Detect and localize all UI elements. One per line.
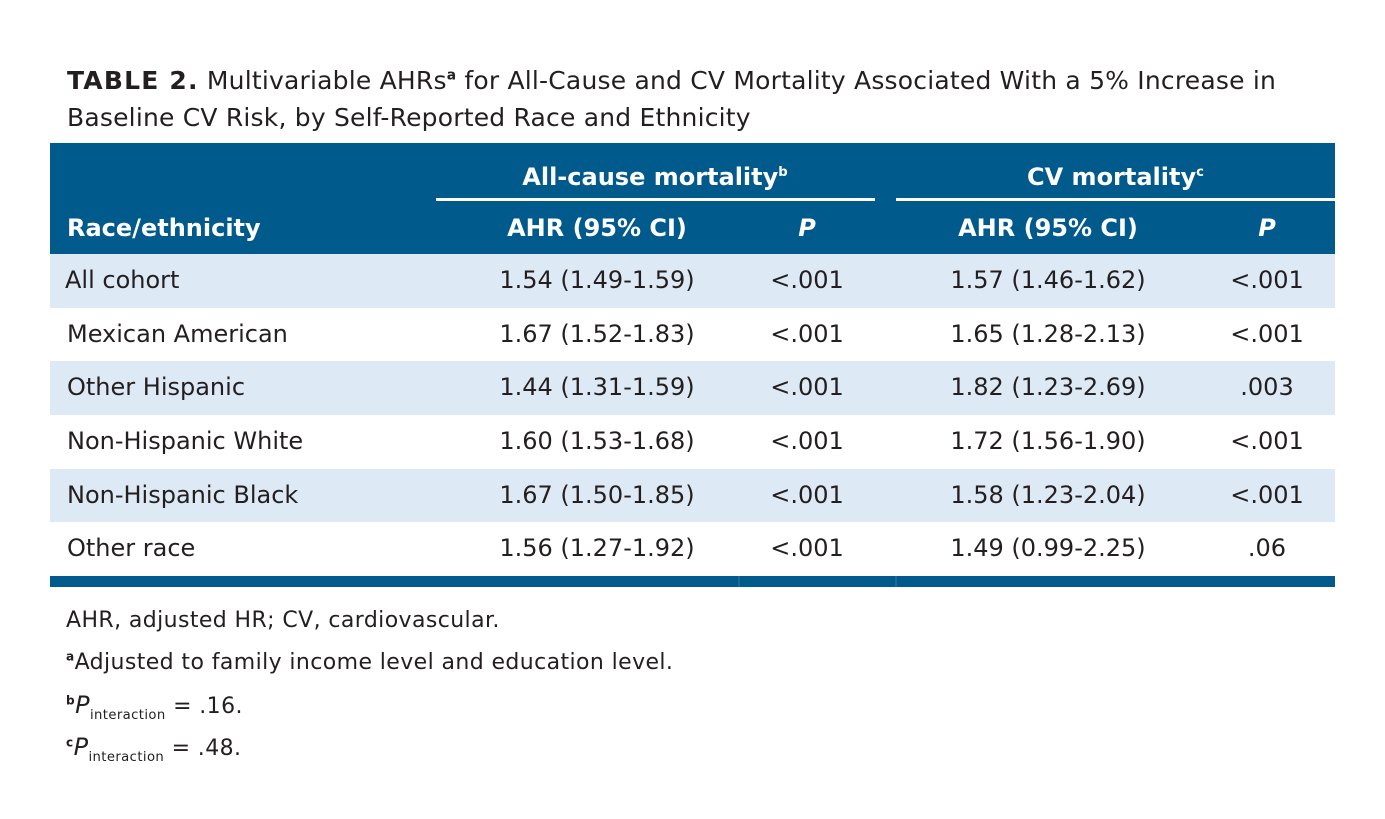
group-rule-all-cause — [436, 198, 875, 201]
table-label: TABLE 2. — [67, 66, 199, 95]
cell-race: Other Hispanic — [67, 373, 246, 402]
cell-ahr-all-cause: 1.60 (1.53-1.68) — [499, 427, 695, 456]
cell-race: Mexican American — [67, 319, 288, 348]
cell-p-cv: <.001 — [1230, 480, 1304, 509]
cell-ahr-cv: 1.72 (1.56-1.90) — [950, 427, 1146, 456]
col-header-ahr-all-cause: AHR (95% CI) — [507, 214, 687, 242]
data-table: All-cause mortalityb CV mortalityc Race/… — [50, 143, 1335, 588]
caption-text-1: Multivariable AHRs — [206, 66, 447, 95]
cell-ahr-all-cause: 1.44 (1.31-1.59) — [499, 373, 695, 402]
table-body: All cohort 1.54 (1.49-1.59) <.001 1.57 (1.4… — [50, 254, 1335, 576]
col-header-p-all-cause: P — [798, 214, 816, 242]
cell-p-all-cause: <.001 — [770, 373, 844, 402]
cell-race: Non-Hispanic White — [67, 427, 304, 456]
cell-p-cv: <.001 — [1230, 319, 1304, 348]
group-header-all-cause: All-cause mortalityb — [522, 163, 788, 191]
cell-p-all-cause: <.001 — [770, 480, 844, 509]
bar-divider — [738, 576, 740, 588]
footnote-abbreviations: AHR, adjusted HR; CV, cardiovascular. — [66, 608, 500, 633]
group-header-cv: CV mortalityc — [1027, 163, 1204, 191]
cell-p-cv: .06 — [1247, 534, 1287, 563]
cell-p-cv: <.001 — [1230, 427, 1304, 456]
bar-divider — [895, 576, 897, 588]
cell-ahr-cv: 1.57 (1.46-1.62) — [950, 266, 1146, 294]
cell-race: Non-Hispanic Black — [67, 480, 299, 509]
table-row: Non-Hispanic Black 1.67 (1.50-1.85) <.001 1… — [50, 468, 1335, 523]
cell-ahr-cv: 1.65 (1.28-2.13) — [950, 319, 1146, 348]
cell-ahr-all-cause: 1.54 (1.49-1.59) — [499, 266, 695, 294]
footnotes: AHR, adjusted HR; CV, cardiovascular. aA… — [66, 600, 673, 768]
cell-ahr-cv: 1.58 (1.23-2.04) — [950, 480, 1146, 509]
cell-ahr-all-cause: 1.67 (1.52-1.83) — [499, 319, 695, 348]
col-header-p-cv: P — [1258, 214, 1276, 242]
table-bottom-bar — [50, 576, 1335, 588]
col-header-race: Race/ethnicity — [67, 214, 261, 242]
cell-ahr-cv: 1.82 (1.23-2.69) — [950, 373, 1146, 402]
cell-p-cv: <.001 — [1230, 266, 1304, 294]
caption-text-2: for All-Cause and CV Mortality Associate… — [67, 66, 1277, 132]
cell-p-all-cause: <.001 — [770, 319, 844, 348]
cell-p-all-cause: <.001 — [770, 266, 844, 294]
group-rule-cv — [896, 198, 1335, 201]
table-row: All cohort 1.54 (1.49-1.59) <.001 1.57 (1.4… — [50, 254, 1335, 308]
table-row: Mexican American 1.67 (1.52-1.83) <.001 1.6… — [50, 308, 1335, 362]
cell-race: Other race — [67, 534, 196, 563]
cell-p-all-cause: <.001 — [770, 534, 844, 563]
table-row: Other race 1.56 (1.27-1.92) <.001 1.49 (0.9… — [50, 522, 1335, 576]
footnote-c: cPinteraction = .48. — [66, 733, 242, 765]
footnote-a: aAdjusted to family income level and edu… — [66, 649, 674, 675]
cell-p-all-cause: <.001 — [770, 427, 844, 456]
caption-footnote-mark: a — [446, 67, 457, 84]
cell-ahr-all-cause: 1.67 (1.50-1.85) — [499, 480, 695, 509]
cell-race: All cohort — [65, 266, 180, 294]
table-row: Non-Hispanic White 1.60 (1.53-1.68) <.001 1… — [50, 415, 1335, 469]
cell-ahr-cv: 1.49 (0.99-2.25) — [950, 534, 1146, 563]
table-caption: TABLE 2. Multivariable AHRsa for All-Cau… — [67, 62, 1307, 136]
table-header: All-cause mortalityb CV mortalityc Race/… — [50, 143, 1335, 254]
col-header-ahr-cv: AHR (95% CI) — [958, 214, 1138, 242]
cell-p-cv: .003 — [1240, 373, 1294, 402]
cell-ahr-all-cause: 1.56 (1.27-1.92) — [499, 534, 695, 563]
table-row: Other Hispanic 1.44 (1.31-1.59) <.001 1.82 … — [50, 361, 1335, 416]
footnote-b: bPinteraction = .16. — [66, 691, 243, 723]
